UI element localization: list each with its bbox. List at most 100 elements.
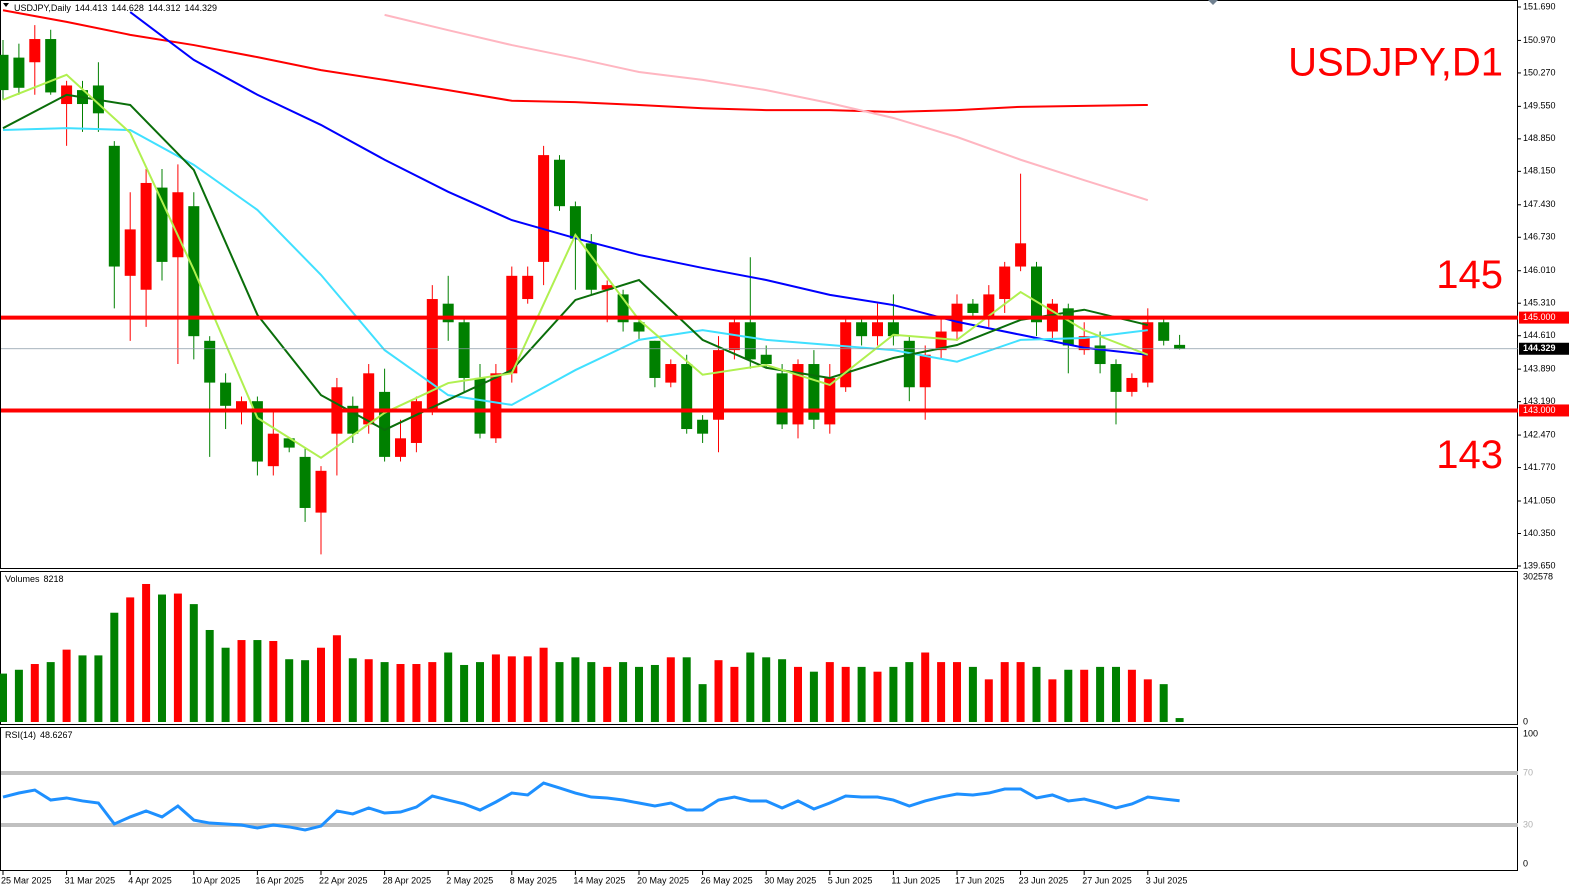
volume-bar	[269, 641, 278, 722]
volume-bar	[78, 655, 87, 722]
candle-body	[824, 377, 836, 425]
rsi-level-label: 30	[1523, 819, 1533, 829]
candle-body	[617, 294, 629, 323]
candle-body	[299, 456, 311, 508]
low: 144.312	[148, 3, 181, 13]
rsi-header: RSI(14) 48.6267	[5, 730, 73, 740]
candle-body	[251, 401, 263, 462]
candle-body	[744, 322, 756, 360]
symbol: USDJPY,Daily	[14, 3, 71, 13]
candle-body	[522, 275, 534, 300]
volume-bar	[619, 662, 628, 722]
x-tick-label: 14 May 2025	[573, 875, 625, 885]
volume-bar	[364, 659, 373, 722]
y-tick-label: 0	[1523, 716, 1528, 726]
volume-bar	[476, 662, 484, 722]
volume-bar	[173, 593, 182, 722]
volume-last: 8218	[44, 574, 64, 584]
volume-bar	[809, 671, 818, 722]
level-label: 143.000	[1523, 405, 1556, 415]
moving-average	[2, 73, 1149, 460]
volume-bar	[778, 659, 787, 722]
volume-bar	[1096, 666, 1105, 722]
volume-header: Volumes 8218	[5, 574, 64, 584]
candle-body	[13, 57, 25, 88]
volume-bar	[412, 664, 421, 722]
volume-bar	[841, 666, 850, 722]
volume-bar	[301, 660, 310, 722]
volume-bar	[825, 662, 834, 722]
rsi-line	[2, 781, 1180, 832]
volume-bar	[1000, 662, 1009, 722]
volume-bar	[158, 594, 166, 722]
volume-bar	[587, 662, 596, 722]
volume-bar	[237, 640, 246, 722]
volume-title: Volumes	[5, 574, 40, 584]
candle-body	[347, 405, 359, 434]
x-tick-label: 3 Jul 2025	[1146, 875, 1188, 885]
volume-bar	[62, 649, 71, 722]
volume-bar	[14, 669, 23, 722]
candle-body	[872, 322, 883, 337]
menu-triangle	[3, 3, 9, 7]
candle-body	[1094, 345, 1106, 365]
volume-bar	[905, 662, 914, 722]
volume-bar	[937, 662, 946, 722]
volume-bar	[968, 666, 977, 722]
volume-bar	[317, 647, 325, 722]
volume-panel	[0, 571, 1518, 725]
candle-body	[554, 159, 565, 207]
price-panel	[0, 0, 1518, 569]
x-tick-label: 8 May 2025	[510, 875, 557, 885]
volume-bar	[857, 666, 866, 722]
volume-bar	[491, 654, 500, 722]
x-tick-label: 17 Jun 2025	[955, 875, 1005, 885]
y-tick-label: 143.890	[1523, 364, 1556, 374]
rsi-panel	[0, 727, 1518, 871]
volume-bar	[30, 664, 39, 722]
volume-bar	[714, 660, 723, 722]
x-tick-label: 5 Jun 2025	[828, 875, 873, 885]
volume-bar	[428, 662, 437, 722]
candle-body	[919, 354, 931, 388]
volume-bar	[523, 656, 532, 722]
candle-body	[45, 39, 57, 93]
volume-bar	[746, 652, 755, 722]
volume-bar	[666, 657, 675, 722]
candle-body	[363, 373, 375, 425]
candle-body	[935, 331, 947, 351]
candle-body	[204, 340, 216, 383]
rsi-title: RSI(14)	[5, 730, 36, 740]
volume-bar	[46, 662, 55, 722]
y-tick-label: 150.270	[1523, 67, 1556, 77]
volume-bar	[1175, 718, 1184, 722]
candle-body	[490, 373, 502, 439]
shift-marker	[1208, 0, 1218, 5]
x-tick-label: 11 Jun 2025	[891, 875, 940, 885]
candle-body	[1142, 322, 1154, 383]
candle-body	[1078, 336, 1090, 351]
level-label-box	[1519, 404, 1569, 417]
y-tick-label: 146.010	[1523, 265, 1556, 275]
x-tick-label: 10 Apr 2025	[192, 875, 241, 885]
x-tick-label: 20 May 2025	[637, 875, 689, 885]
candle-body	[999, 266, 1011, 300]
volume-bar	[1016, 662, 1025, 722]
volume-bar	[682, 657, 691, 722]
volume-bar	[650, 664, 659, 722]
volume-bar	[794, 666, 802, 722]
volume-bar	[555, 662, 564, 722]
moving-average	[2, 127, 1148, 406]
volume-bar	[205, 629, 214, 722]
y-tick-label: 148.850	[1523, 133, 1556, 143]
volume-bar	[253, 640, 262, 722]
chart-header: USDJPY,Daily 144.413 144.628 144.312 144.329	[14, 3, 217, 13]
x-tick-label: 28 Apr 2025	[383, 875, 432, 885]
high: 144.628	[111, 3, 144, 13]
price-label: 144.329	[1523, 343, 1556, 353]
x-tick-label: 2 May 2025	[446, 875, 493, 885]
candle-body	[395, 438, 406, 457]
volume-bar	[444, 652, 453, 722]
candle-body	[585, 243, 597, 290]
y-tick-label: 144.610	[1523, 330, 1556, 340]
